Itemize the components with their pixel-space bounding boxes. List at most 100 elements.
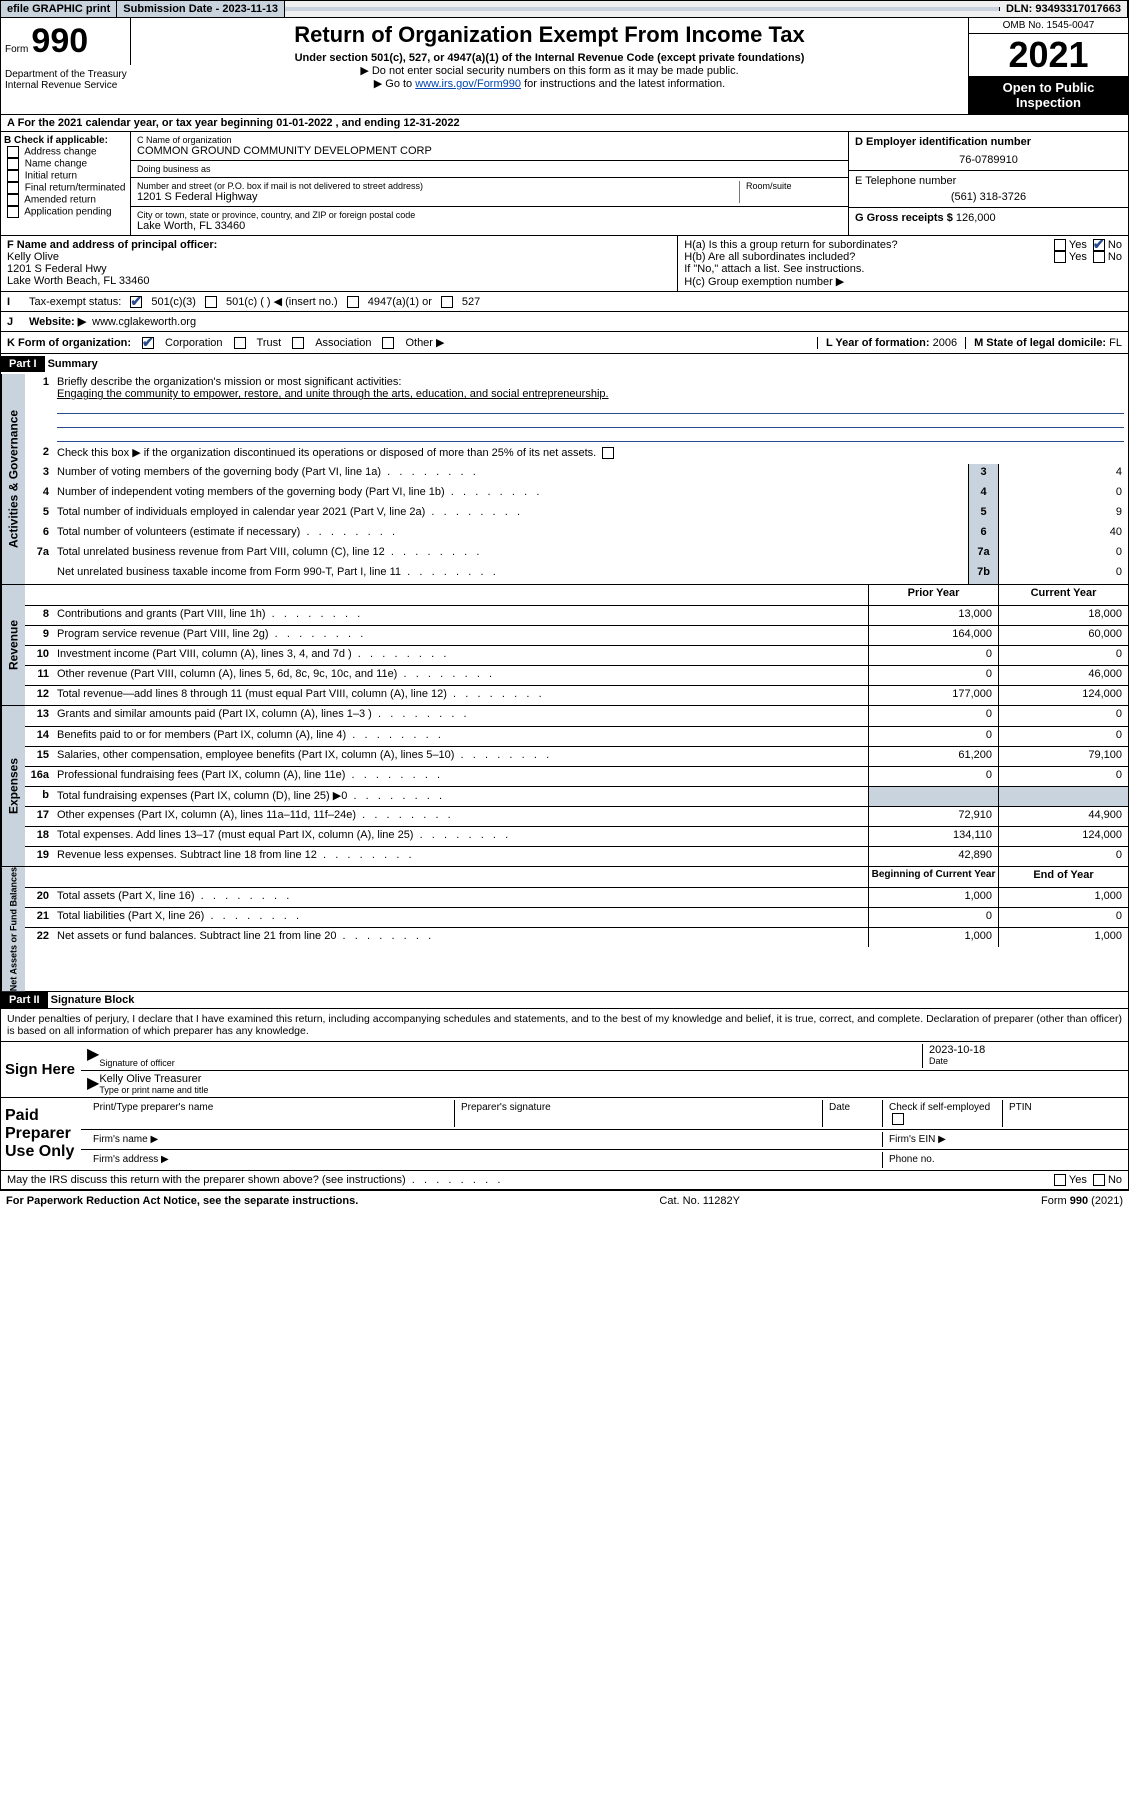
- firm-name-label: Firm's name ▶: [87, 1132, 882, 1147]
- gov-row: Net unrelated business taxable income fr…: [25, 564, 1128, 584]
- chk-other[interactable]: [382, 337, 394, 349]
- line-box: 7b: [968, 564, 998, 584]
- chk-initial-return[interactable]: Initial return: [4, 170, 127, 182]
- line-num: 17: [25, 807, 53, 826]
- chk-address-change[interactable]: Address change: [4, 146, 127, 158]
- paperwork-notice: For Paperwork Reduction Act Notice, see …: [6, 1195, 358, 1207]
- room-label: Room/suite: [746, 181, 830, 191]
- i-label: Tax-exempt status:: [29, 296, 121, 308]
- chk-trust[interactable]: [234, 337, 246, 349]
- website-url: www.cglakeworth.org: [92, 316, 196, 328]
- chk-self-employed[interactable]: [892, 1113, 904, 1125]
- city-label: City or town, state or province, country…: [137, 210, 842, 220]
- tax-year-begin: 01-01-2022: [276, 117, 332, 129]
- dln-label: DLN:: [1006, 3, 1035, 15]
- top-bar-spacer: [285, 7, 1000, 11]
- chk-527[interactable]: [441, 296, 453, 308]
- exp-row: 18 Total expenses. Add lines 13–17 (must…: [25, 826, 1128, 846]
- tax-year: 2021: [969, 34, 1128, 76]
- officer-addr1: 1201 S Federal Hwy: [7, 263, 671, 275]
- chk-association[interactable]: [292, 337, 304, 349]
- phone-value: (561) 318-3726: [855, 191, 1122, 203]
- form-title: Return of Organization Exempt From Incom…: [139, 22, 960, 48]
- other-label: Other ▶: [405, 336, 444, 349]
- side-balances: Net Assets or Fund Balances: [1, 867, 25, 991]
- city-row: City or town, state or province, country…: [131, 207, 848, 235]
- check-b-label: B Check if applicable:: [4, 135, 127, 146]
- form-note-ssn: Do not enter social security numbers on …: [139, 64, 960, 77]
- chk-501c3[interactable]: [130, 296, 142, 308]
- chk-discuss-yes[interactable]: [1054, 1174, 1066, 1186]
- col-prior-year: Prior Year: [868, 585, 998, 605]
- line-desc: Grants and similar amounts paid (Part IX…: [53, 706, 868, 726]
- sign-here-block: Sign Here Signature of officer 2023-10-1…: [0, 1042, 1129, 1098]
- revenue-table: Revenue Prior Year Current Year 8 Contri…: [1, 584, 1128, 705]
- name-address-block: C Name of organization COMMON GROUND COM…: [131, 132, 848, 235]
- line-desc: Total expenses. Add lines 13–17 (must eq…: [53, 827, 868, 846]
- q1-label: Briefly describe the organization's miss…: [57, 376, 401, 388]
- 527: 527: [462, 296, 480, 308]
- form-header: Form 990 Department of the Treasury Inte…: [0, 18, 1129, 115]
- chk-name-change[interactable]: Name change: [4, 158, 127, 170]
- form-subtitle: Under section 501(c), 527, or 4947(a)(1)…: [139, 52, 960, 64]
- chk-label: Name change: [25, 159, 87, 170]
- main-info-block: B Check if applicable: Address change Na…: [0, 132, 1129, 236]
- submission-date: 2023-11-13: [222, 3, 278, 15]
- state-domicile: FL: [1109, 337, 1122, 349]
- line-desc: Investment income (Part VIII, column (A)…: [53, 646, 868, 665]
- chk-501c[interactable]: [205, 296, 217, 308]
- org-form-row: K Form of organization: Corporation Trus…: [0, 332, 1129, 354]
- line-num: 11: [25, 666, 53, 685]
- part1-box: Part I Summary Activities & Governance 1…: [0, 354, 1129, 992]
- line-num: 12: [25, 686, 53, 705]
- chk-final-return[interactable]: Final return/terminated: [4, 182, 127, 194]
- line-num: 13: [25, 706, 53, 726]
- line-desc: Other expenses (Part IX, column (A), lin…: [53, 807, 868, 826]
- irs-link[interactable]: www.irs.gov/Form990: [415, 78, 521, 90]
- current-year-val: 0: [998, 706, 1128, 726]
- check-self-employed: Check if self-employed: [882, 1100, 1002, 1127]
- part2-title: Signature Block: [51, 994, 135, 1006]
- chk-corporation[interactable]: [142, 337, 154, 349]
- chk-app-pending[interactable]: Application pending: [4, 206, 127, 218]
- col-boy: Beginning of Current Year: [868, 867, 998, 887]
- line-num: 8: [25, 606, 53, 625]
- current-year-val: 46,000: [998, 666, 1128, 685]
- line-val: 40: [998, 524, 1128, 544]
- exp-row: 19 Revenue less expenses. Subtract line …: [25, 846, 1128, 866]
- m-label: M State of legal domicile:: [974, 337, 1109, 349]
- gov-row: 7a Total unrelated business revenue from…: [25, 544, 1128, 564]
- line-num: 16a: [25, 767, 53, 786]
- chk-4947[interactable]: [347, 296, 359, 308]
- line-desc: Total revenue—add lines 8 through 11 (mu…: [53, 686, 868, 705]
- q2-label: Check this box ▶ if the organization dis…: [53, 444, 1128, 464]
- line-num: 15: [25, 747, 53, 766]
- year-formation: 2006: [933, 337, 957, 349]
- firm-ein-label: Firm's EIN ▶: [882, 1132, 1122, 1147]
- f-label: F Name and address of principal officer:: [7, 239, 671, 251]
- hc-label: H(c) Group exemption number ▶: [684, 275, 1122, 288]
- paid-preparer-label: Paid Preparer Use Only: [1, 1098, 81, 1170]
- efile-print-button[interactable]: efile GRAPHIC print: [1, 1, 117, 17]
- part1-header: Part I: [1, 356, 45, 372]
- chk-amended-return[interactable]: Amended return: [4, 194, 127, 206]
- h-note: If "No," attach a list. See instructions…: [684, 263, 1122, 275]
- line-desc: Total number of individuals employed in …: [53, 504, 968, 524]
- chk-discuss-no[interactable]: [1093, 1174, 1105, 1186]
- submission-date-button[interactable]: Submission Date - 2023-11-13: [117, 1, 285, 17]
- line-desc: Revenue less expenses. Subtract line 18 …: [53, 847, 868, 866]
- current-year-val: 0: [998, 847, 1128, 866]
- line-box: 6: [968, 524, 998, 544]
- line-desc: Program service revenue (Part VIII, line…: [53, 626, 868, 645]
- current-year-val: 0: [998, 767, 1128, 786]
- prior-year-val: 164,000: [868, 626, 998, 645]
- balances-table: Net Assets or Fund Balances Beginning of…: [1, 866, 1128, 991]
- prior-year-val: 0: [868, 706, 998, 726]
- officer-name-title: Kelly Olive Treasurer: [99, 1073, 208, 1085]
- h-block: H(a) Is this a group return for subordin…: [677, 236, 1128, 291]
- prior-year-val: 0: [868, 646, 998, 665]
- bal-row: 22 Net assets or fund balances. Subtract…: [25, 927, 1128, 947]
- 501c3: 501(c)(3): [151, 296, 196, 308]
- chk-discontinued[interactable]: [602, 447, 614, 459]
- line-num: 5: [25, 504, 53, 524]
